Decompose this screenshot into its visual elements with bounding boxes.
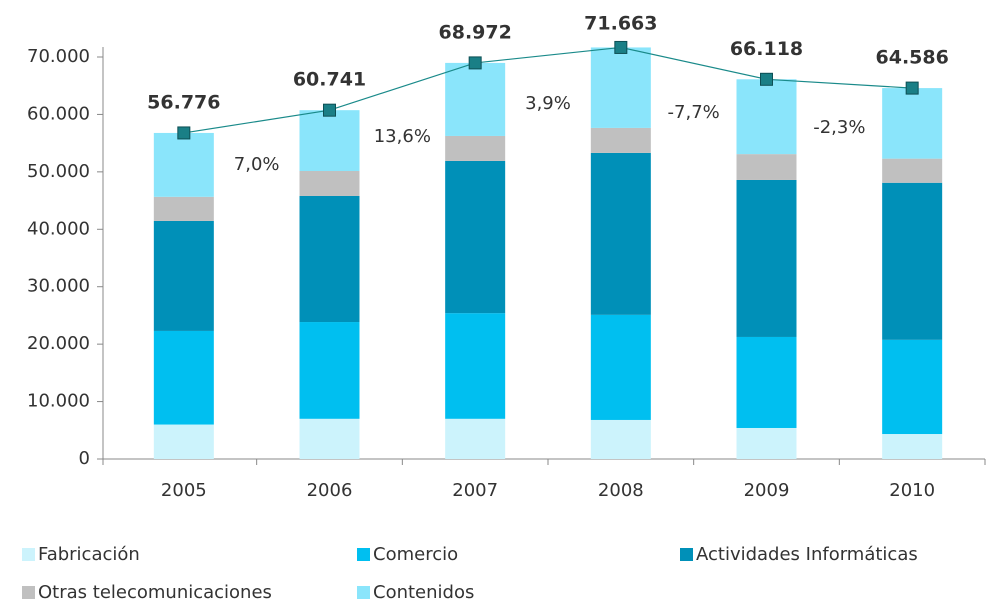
legend-label: Contenidos: [373, 582, 474, 601]
bar-segment: [445, 135, 506, 161]
growth-label: 3,9%: [525, 93, 571, 114]
bar-segment: [445, 160, 506, 314]
total-label: 60.741: [293, 69, 366, 91]
x-tick-label: 2005: [161, 480, 207, 501]
y-tick-label: 70.000: [27, 46, 90, 67]
bar-segment: [590, 419, 651, 459]
bar-segment: [882, 158, 943, 183]
bar-segment: [736, 179, 797, 337]
bar-segment: [590, 47, 651, 128]
growth-label: -2,3%: [813, 117, 865, 138]
total-label: 66.118: [730, 38, 803, 60]
bar-segment: [299, 110, 360, 171]
bar-segment: [299, 170, 360, 196]
bar-segment: [153, 196, 214, 221]
bar-segment: [445, 62, 506, 136]
x-tick-label: 2006: [307, 480, 353, 501]
y-tick-label: 40.000: [27, 218, 90, 239]
total-label: 68.972: [439, 21, 512, 43]
legend-swatch: [357, 548, 370, 561]
growth-label: 7,0%: [234, 154, 280, 175]
legend-swatch: [22, 548, 35, 561]
bar-segment: [882, 182, 943, 340]
y-tick-label: 30.000: [27, 276, 90, 297]
x-tick-label: 2008: [598, 480, 644, 501]
bar-segment: [299, 195, 360, 323]
total-marker: [905, 81, 919, 95]
bar-segment: [153, 220, 214, 331]
bar-segment: [882, 434, 943, 459]
bar-segment: [590, 152, 651, 315]
bar-segment: [590, 314, 651, 420]
y-tick-label: 20.000: [27, 333, 90, 354]
bar-segment: [299, 322, 360, 419]
bar-segment: [736, 154, 797, 180]
total-marker: [177, 126, 191, 140]
y-tick-label: 60.000: [27, 103, 90, 124]
growth-label: 13,6%: [374, 126, 431, 147]
total-marker: [760, 72, 773, 86]
x-tick-label: 2007: [452, 480, 498, 501]
x-tick-label: 2009: [744, 480, 790, 501]
total-marker: [614, 40, 628, 54]
bar-segment: [882, 339, 943, 435]
total-line: [183, 46, 913, 134]
bar-segment: [153, 132, 214, 197]
y-tick-label: 0: [79, 448, 90, 469]
legend-label: Fabricación: [38, 544, 140, 565]
total-marker: [468, 56, 482, 70]
legend-label: Otras telecomunicaciones: [38, 582, 272, 601]
legend-swatch: [22, 586, 35, 599]
total-label: 71.663: [584, 13, 657, 35]
legend-label: Actividades Informáticas: [696, 544, 918, 565]
bar-segment: [590, 127, 651, 153]
bar-segment: [153, 424, 214, 459]
bar-segment: [445, 313, 506, 419]
y-tick-label: 50.000: [27, 161, 90, 182]
legend-label: Comercio: [373, 544, 458, 565]
bar-segment: [445, 418, 506, 459]
bar-segment: [736, 79, 797, 155]
bar-segment: [736, 427, 797, 459]
total-marker: [323, 103, 336, 117]
x-tick-label: 2010: [889, 480, 935, 501]
bar-segment: [153, 330, 214, 425]
total-label: 64.586: [876, 47, 949, 69]
growth-label: -7,7%: [668, 102, 720, 123]
bar-segment: [882, 88, 943, 159]
bar-segment: [736, 336, 797, 428]
legend-swatch: [680, 548, 693, 561]
y-tick-label: 10.000: [27, 391, 90, 412]
total-label: 56.776: [147, 91, 220, 113]
legend-swatch: [357, 586, 370, 599]
bar-segment: [299, 418, 360, 459]
